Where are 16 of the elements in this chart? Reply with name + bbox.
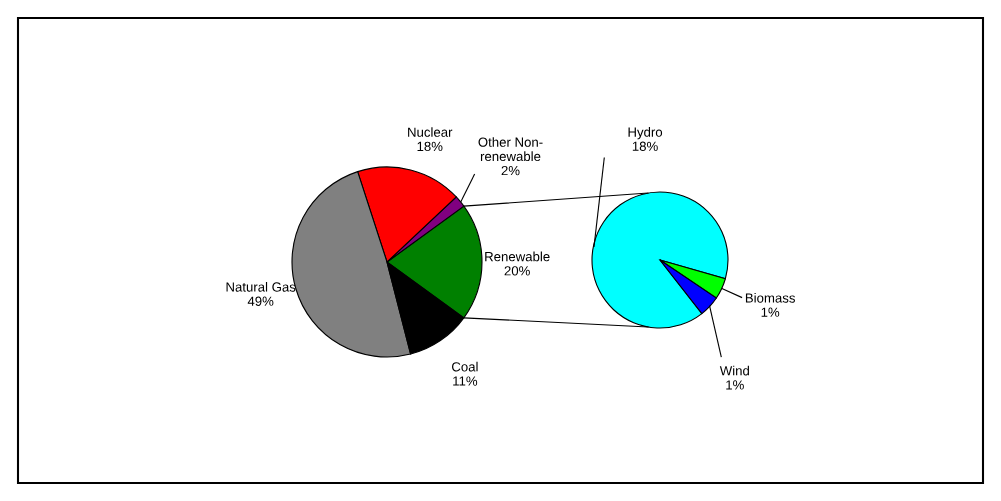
data-label: 1% <box>761 307 780 317</box>
slice-label: Renewable <box>485 251 550 262</box>
slice-label: Natural Gas <box>226 281 296 292</box>
slice-label: Other Non-renewable <box>478 137 543 162</box>
data-label: 2% <box>501 165 520 176</box>
data-label: 18% <box>417 141 443 152</box>
slice-label: Nuclear <box>408 127 453 137</box>
data-label: 49% <box>247 296 274 306</box>
data-label: 11% <box>453 376 478 386</box>
slice-label: Coal <box>452 361 478 372</box>
slice-label: Hydro <box>628 127 663 140</box>
slice-label: Biomass <box>745 292 795 303</box>
data-label: 18% <box>632 141 658 151</box>
data-label: 1% <box>726 380 744 390</box>
data-label: 20% <box>504 266 530 276</box>
slice-label: Wind <box>719 365 749 376</box>
